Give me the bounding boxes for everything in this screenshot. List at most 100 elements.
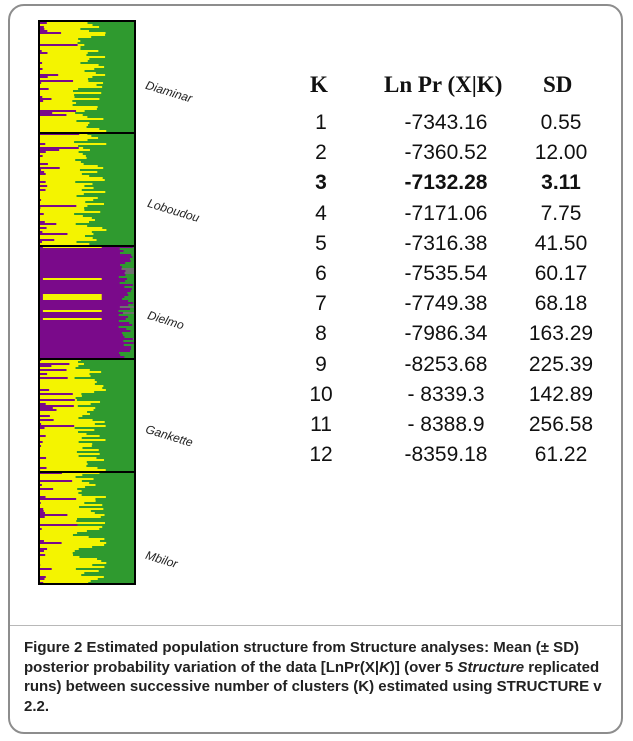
bar-segment xyxy=(118,326,136,328)
bar-segment xyxy=(38,203,105,205)
bar-segment xyxy=(118,310,136,312)
cell-sd: 7.75 xyxy=(540,201,582,225)
bar-segment xyxy=(38,572,136,574)
bar-segment xyxy=(38,419,54,421)
bar-segment xyxy=(38,143,46,145)
bar-segment xyxy=(38,484,96,486)
bar-segment xyxy=(38,546,93,548)
group-divider xyxy=(38,358,136,360)
bar-segment xyxy=(38,554,46,556)
bar-segment xyxy=(38,104,136,106)
bar-segment xyxy=(38,510,91,512)
bar-segment xyxy=(38,96,43,98)
bar-segment xyxy=(38,461,136,463)
bar-segment xyxy=(38,508,104,510)
bar-segment xyxy=(38,143,107,145)
bar-segment xyxy=(38,568,76,570)
bar-segment xyxy=(38,342,136,344)
bar-segment xyxy=(38,147,79,149)
bar-segment xyxy=(38,431,136,433)
bar-segment xyxy=(38,332,136,334)
bar-segment xyxy=(131,254,136,256)
bar-segment xyxy=(38,235,86,237)
bar-segment xyxy=(38,544,105,546)
bar-segment xyxy=(38,328,136,330)
cell-k: 2 xyxy=(315,141,327,165)
bar-segment xyxy=(38,161,136,163)
bar-segment xyxy=(124,286,136,288)
bar-segment xyxy=(38,423,95,425)
bar-segment xyxy=(38,518,78,520)
caption-text-3: replicated runs) between successive numb… xyxy=(24,658,602,715)
bar-segment xyxy=(38,141,75,143)
bar-segment xyxy=(38,22,47,24)
bar-segment xyxy=(38,492,136,494)
bar-segment xyxy=(38,397,76,399)
bar-segment xyxy=(38,403,46,405)
cell-sd: 41.50 xyxy=(534,231,588,255)
bar-segment xyxy=(38,401,101,403)
bar-segment xyxy=(38,181,46,183)
bar-segment xyxy=(38,38,79,40)
bar-segment xyxy=(38,556,136,558)
bar-segment xyxy=(38,363,70,365)
bar-segment xyxy=(38,524,78,526)
bar-segment xyxy=(38,28,45,30)
bar-segment xyxy=(38,235,136,237)
bar-segment xyxy=(38,155,136,157)
bar-segment xyxy=(38,482,90,484)
bar-segment xyxy=(38,237,93,239)
bar-segment xyxy=(38,474,136,476)
bar-segment xyxy=(38,70,136,72)
bar-segment xyxy=(119,248,136,250)
plot-border xyxy=(38,20,136,585)
bar-segment xyxy=(38,566,105,568)
bar-segment xyxy=(38,429,95,431)
bar-segment xyxy=(38,191,106,193)
bar-segment xyxy=(125,270,136,272)
bar-segment xyxy=(38,427,45,429)
bar-segment xyxy=(38,276,136,278)
bar-segment xyxy=(38,68,95,70)
bar-segment xyxy=(38,102,77,104)
bar-segment xyxy=(130,350,136,352)
cell-ln: -7343.16 xyxy=(404,111,488,134)
bar-segment xyxy=(124,272,136,274)
bar-segment xyxy=(38,314,136,316)
bar-segment xyxy=(38,171,98,173)
bar-segment xyxy=(38,506,136,508)
cell-sd: 3.11 xyxy=(541,171,581,195)
bar-segment xyxy=(38,344,136,346)
bar-segment xyxy=(38,106,98,108)
bar-segment xyxy=(38,189,46,191)
bar-segment xyxy=(130,290,136,292)
bar-segment xyxy=(38,86,103,88)
bar-segment xyxy=(38,163,48,165)
cell-ln: -7986.34 xyxy=(404,322,488,346)
bar-segment xyxy=(38,60,88,62)
bar-segment xyxy=(124,296,136,298)
bar-segment xyxy=(38,24,93,26)
bar-segment xyxy=(38,118,104,120)
bar-segment xyxy=(38,514,105,516)
bar-segment xyxy=(38,409,57,411)
bar-segment xyxy=(38,124,89,126)
bar-segment xyxy=(38,233,68,235)
bar-segment xyxy=(38,40,81,42)
bar-segment xyxy=(38,112,53,114)
bar-segment xyxy=(38,312,136,314)
bar-segment xyxy=(38,516,101,518)
cell-sd: 256.58 xyxy=(528,413,594,436)
bar-segment xyxy=(38,193,136,195)
bar-segment xyxy=(38,28,81,30)
bar-segment xyxy=(38,407,96,409)
bar-segment xyxy=(38,324,136,326)
bar-segment xyxy=(38,371,102,373)
bar-segment xyxy=(118,276,136,278)
bar-segment xyxy=(38,504,103,506)
bar-segment xyxy=(38,223,136,225)
bar-segment xyxy=(38,322,136,324)
bar-segment xyxy=(38,223,57,225)
bar-segment xyxy=(38,181,136,183)
bar-segment xyxy=(38,306,136,308)
